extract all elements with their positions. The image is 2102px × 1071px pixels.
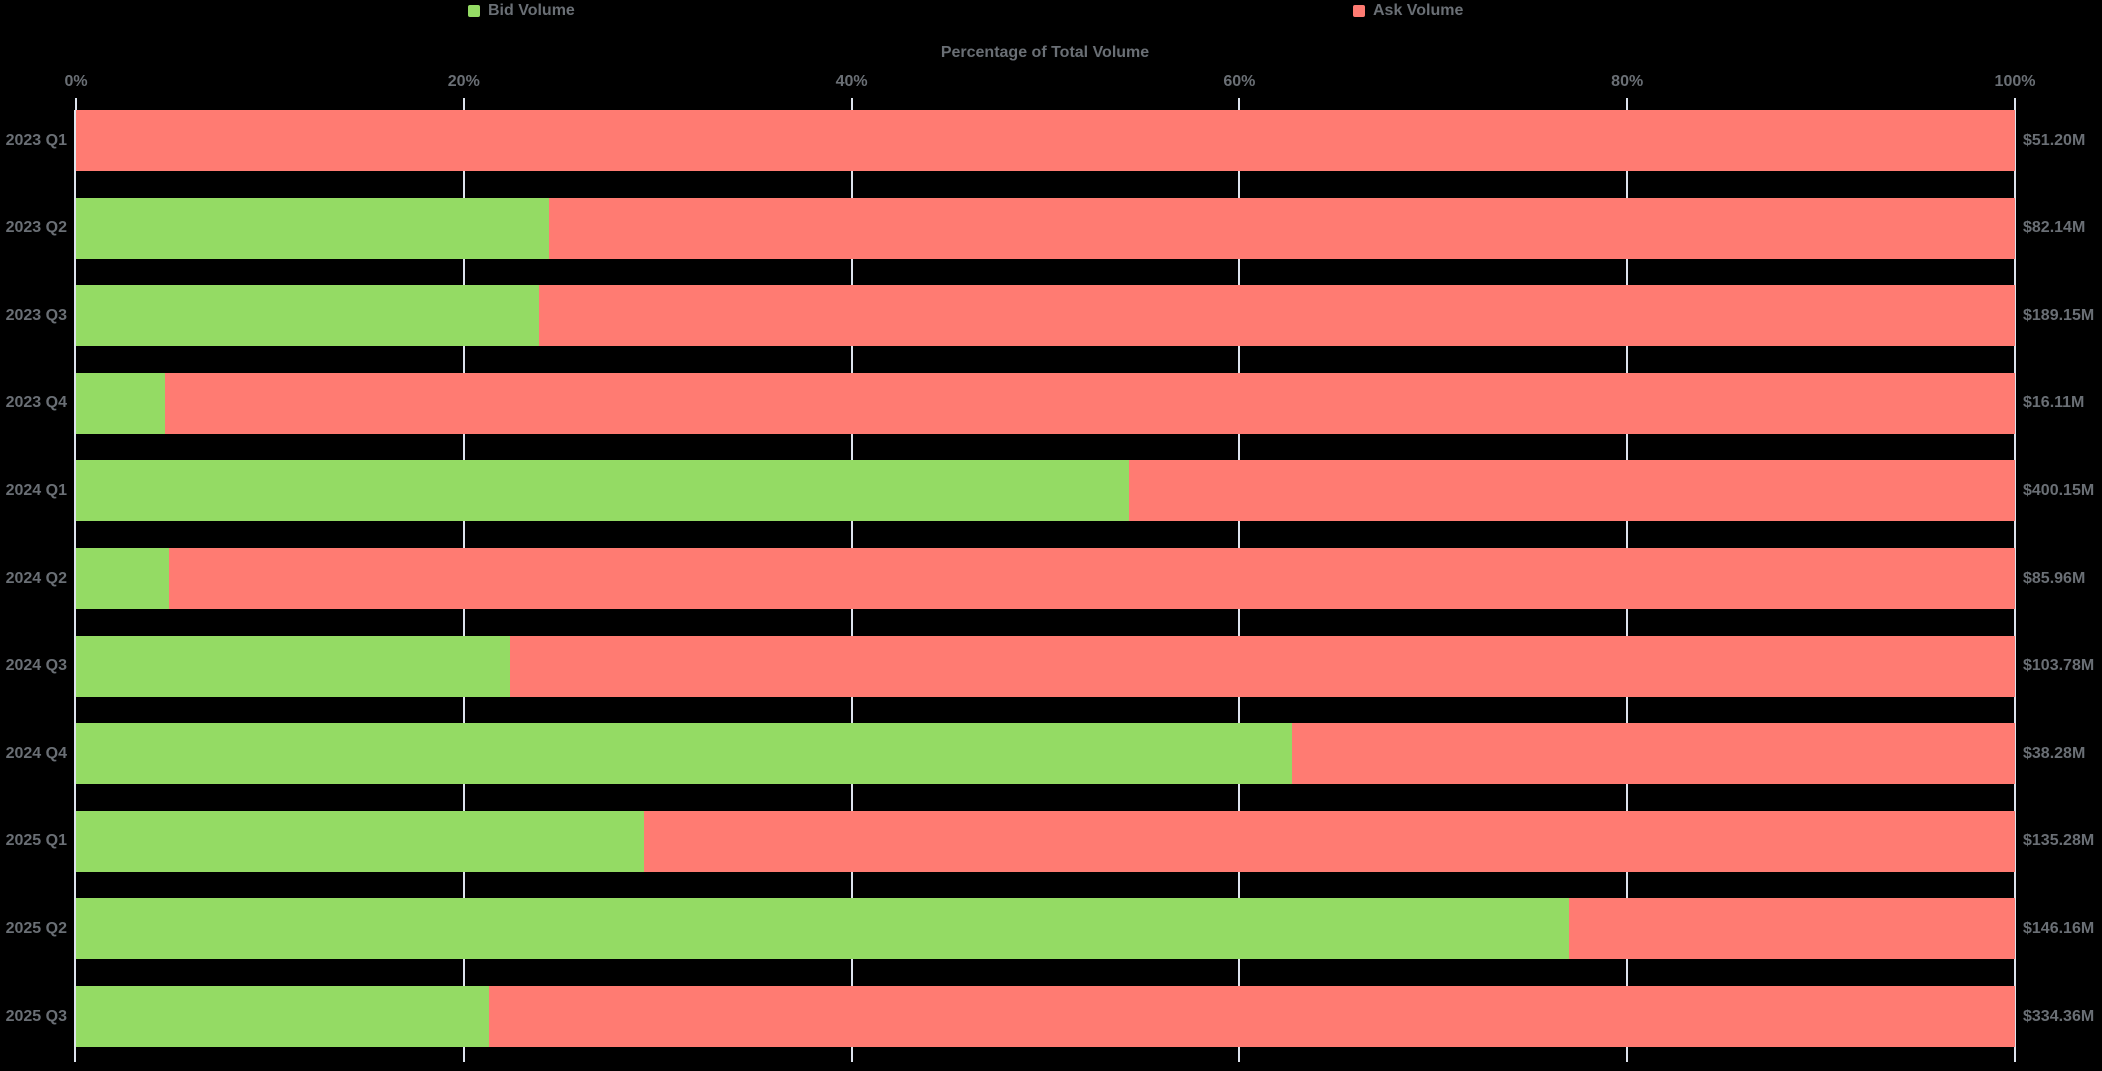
x-tick-mark — [1238, 98, 1241, 110]
bid-bar-segment — [76, 372, 166, 434]
x-tick-mark — [462, 98, 465, 110]
bid-bar-segment — [76, 285, 540, 347]
category-label: 2023 Q2 — [5, 219, 67, 237]
total-value-label: $51.20M — [2023, 131, 2086, 149]
ask-bar-segment — [1128, 460, 2015, 522]
legend-item-bid-volume: Bid Volume — [468, 2, 575, 19]
bar-row — [76, 723, 2015, 785]
ask-bar-segment — [489, 986, 2015, 1047]
category-label: 2024 Q1 — [5, 481, 67, 499]
legend-item-ask-volume: Ask Volume — [1353, 2, 1463, 19]
bid-bar-segment — [76, 723, 1292, 785]
bar-row — [76, 548, 2015, 609]
x-tick-label: 20% — [447, 73, 480, 90]
x-tick-label: 0% — [64, 73, 88, 90]
total-value-label: $103.78M — [2023, 657, 2095, 675]
legend-label-ask: Ask Volume — [1373, 2, 1464, 19]
x-tick-label: 80% — [1611, 73, 1644, 90]
bar-row — [76, 810, 2015, 872]
bar-row — [76, 285, 2015, 347]
x-tick-mark — [2014, 98, 2016, 110]
category-label: 2023 Q3 — [5, 306, 67, 324]
bar-row — [76, 635, 2015, 697]
ask-bar-segment — [169, 548, 2015, 609]
bar-row — [76, 460, 2015, 522]
legend-label-bid: Bid Volume — [488, 2, 575, 19]
ask-bar-segment — [539, 285, 2015, 347]
category-label: 2025 Q2 — [5, 919, 67, 937]
category-label: 2023 Q1 — [5, 131, 67, 149]
bid-bar-segment — [76, 810, 645, 872]
bid-bar-segment — [76, 898, 1570, 960]
bar-row — [76, 986, 2015, 1047]
legend-swatch-ask-icon — [1353, 4, 1365, 17]
y-axis-line — [74, 110, 76, 1062]
bar-row — [76, 372, 2015, 434]
total-value-label: $82.14M — [2023, 219, 2086, 237]
category-label: 2024 Q4 — [5, 744, 67, 762]
total-value-label: $85.96M — [2023, 569, 2086, 587]
bid-bar-segment — [76, 635, 511, 697]
x-tick-label: 100% — [1994, 73, 2036, 90]
category-label: 2025 Q3 — [5, 1007, 67, 1025]
total-value-label: $146.16M — [2023, 919, 2095, 937]
ask-bar-segment — [76, 110, 2015, 171]
x-tick-label: 40% — [835, 73, 868, 90]
legend-swatch-bid-icon — [468, 4, 480, 17]
ask-bar-segment — [549, 197, 2015, 259]
x-tick-label: 60% — [1223, 73, 1256, 90]
ask-bar-segment — [1569, 898, 2015, 960]
bid-bar-segment — [76, 460, 1129, 522]
category-label: 2025 Q1 — [5, 832, 67, 850]
category-label: 2024 Q2 — [5, 569, 67, 587]
ask-bar-segment — [165, 372, 2015, 434]
chart-title: Percentage of Total Volume — [940, 44, 1150, 61]
category-label: 2023 Q4 — [5, 394, 67, 412]
category-label: 2024 Q3 — [5, 657, 67, 675]
x-tick-mark — [1626, 98, 1629, 110]
total-value-label: $16.11M — [2023, 394, 2085, 412]
x-tick-mark — [75, 98, 77, 110]
total-value-label: $135.28M — [2023, 832, 2095, 850]
bar-row — [76, 110, 2015, 171]
x-tick-mark — [850, 98, 853, 110]
bar-row — [76, 898, 2015, 960]
bid-bar-segment — [76, 548, 170, 609]
total-value-label: $38.28M — [2023, 744, 2086, 762]
ask-bar-segment — [644, 810, 2015, 872]
bar-row — [76, 197, 2015, 259]
ask-bar-segment — [510, 635, 2015, 697]
grid-line — [2014, 110, 2016, 1062]
total-value-label: $400.15M — [2023, 481, 2095, 499]
bid-bar-segment — [76, 986, 489, 1047]
bid-bar-segment — [76, 197, 550, 259]
total-value-label: $189.15M — [2023, 306, 2095, 324]
ask-bar-segment — [1291, 723, 2015, 785]
total-value-label: $334.36M — [2023, 1007, 2095, 1025]
